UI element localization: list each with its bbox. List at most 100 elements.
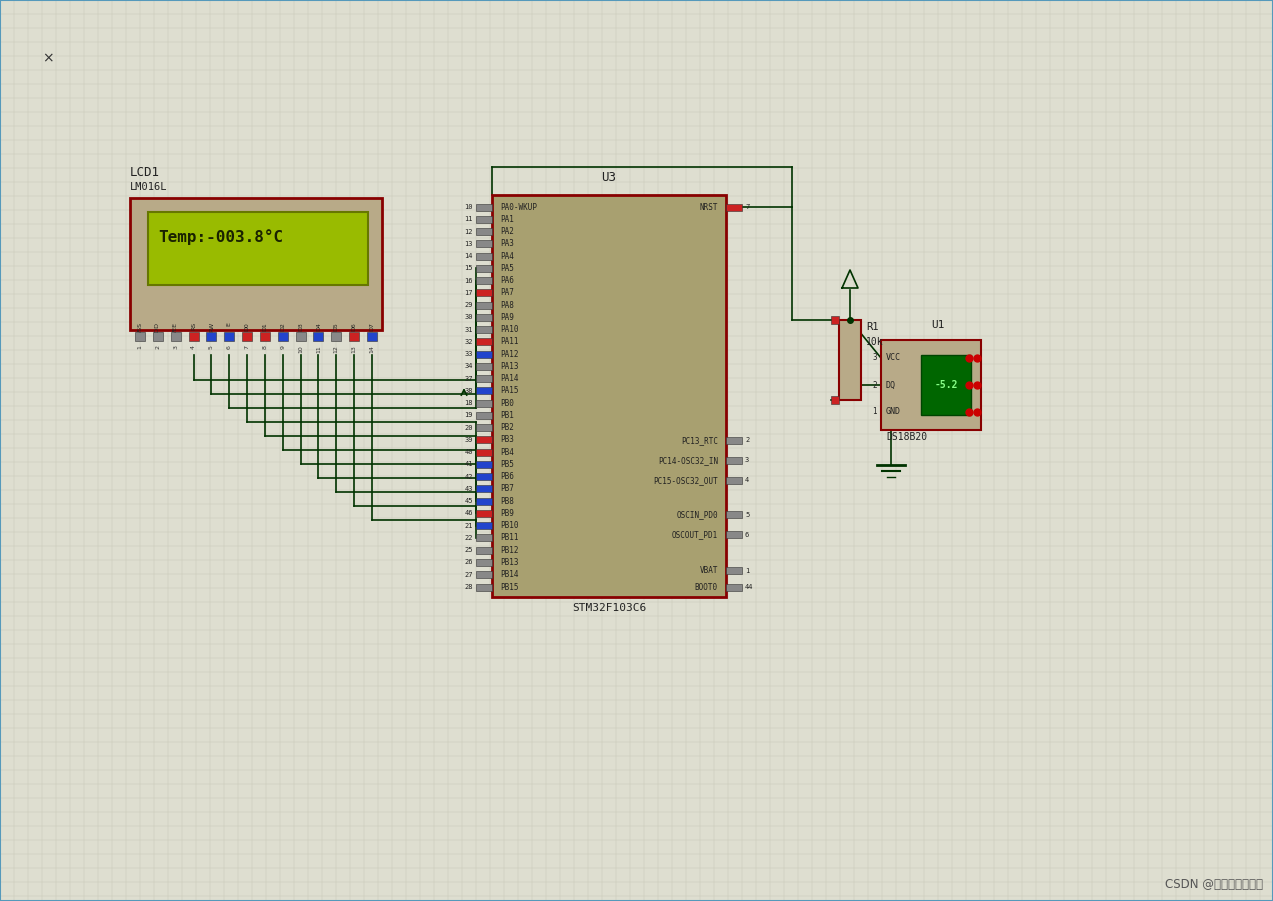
Bar [476,424,491,432]
Text: 7: 7 [745,204,750,210]
Bar [920,355,971,415]
Text: LM016L: LM016L [130,182,168,192]
Text: 41: 41 [465,461,474,468]
Text: 38: 38 [465,387,474,394]
Bar [153,332,163,341]
Text: PA3: PA3 [500,240,514,249]
Text: 14: 14 [465,253,474,259]
Bar [839,320,861,400]
Text: PB4: PB4 [500,448,514,457]
Text: 12: 12 [465,229,474,234]
Text: 3: 3 [872,353,877,362]
Text: Temp:-003.8°C: Temp:-003.8°C [158,230,283,245]
Text: PB5: PB5 [500,460,514,469]
Text: 3: 3 [173,345,178,349]
Bar [476,473,491,480]
Text: RW: RW [209,322,214,332]
Text: PA7: PA7 [500,288,514,297]
Text: VCC: VCC [886,353,901,362]
Text: VSS: VSS [137,322,143,334]
Text: 33: 33 [465,351,474,357]
Text: 40: 40 [465,450,474,455]
Text: CSDN @单片机技能设计: CSDN @单片机技能设计 [1165,878,1263,891]
Text: PA9: PA9 [500,313,514,322]
Text: PA0-WKUP: PA0-WKUP [500,203,537,212]
Text: PB9: PB9 [500,509,514,518]
Bar [476,584,491,590]
Text: PB8: PB8 [500,496,514,505]
Text: 27: 27 [465,572,474,578]
Bar [476,204,491,211]
Bar [476,497,491,505]
Text: D0: D0 [244,322,250,331]
Text: PA2: PA2 [500,227,514,236]
Text: GND: GND [886,407,901,416]
Bar [726,511,742,518]
Bar [726,532,742,538]
Text: DS18B20: DS18B20 [886,432,927,442]
Text: 26: 26 [465,560,474,566]
Text: D2: D2 [280,322,285,331]
Bar [295,332,306,341]
Text: 2: 2 [872,380,877,389]
Text: PA14: PA14 [500,374,518,383]
Text: PB15: PB15 [500,583,518,591]
Text: PB2: PB2 [500,423,514,432]
Bar [726,584,742,590]
Bar [476,339,491,345]
Bar [476,375,491,382]
Bar [831,316,839,324]
Text: 11: 11 [465,216,474,223]
Text: NRST: NRST [699,203,718,212]
Text: 45: 45 [465,498,474,505]
Bar [242,332,252,341]
Bar [476,387,491,395]
Text: PB14: PB14 [500,570,518,579]
Text: VBAT: VBAT [699,567,718,576]
Text: D1: D1 [262,322,267,331]
Text: 18: 18 [465,400,474,406]
Text: 44: 44 [745,584,754,590]
Text: D6: D6 [351,322,356,331]
Text: D4: D4 [316,322,321,331]
Text: 2: 2 [155,345,160,349]
Text: 39: 39 [465,437,474,443]
Bar [476,571,491,578]
Text: U1: U1 [931,320,945,330]
Text: 31: 31 [465,326,474,332]
Bar [476,289,491,296]
Text: 25: 25 [465,547,474,553]
Bar [476,265,491,272]
Bar [476,326,491,333]
Bar [476,302,491,308]
Bar [476,400,491,406]
Text: BOOT0: BOOT0 [695,583,718,591]
Bar [171,332,181,341]
Text: PB7: PB7 [500,485,514,494]
Bar [476,412,491,419]
Text: PA8: PA8 [500,301,514,310]
Text: OSCOUT_PD1: OSCOUT_PD1 [672,530,718,539]
Text: PB13: PB13 [500,558,518,567]
Text: 4: 4 [191,345,196,349]
Text: E: E [227,322,232,326]
Text: PC15-OSC32_OUT: PC15-OSC32_OUT [653,476,718,485]
Bar [881,340,981,430]
Text: DQ: DQ [886,380,896,389]
Text: 4: 4 [745,478,750,484]
Text: RS: RS [191,322,196,330]
Text: 5: 5 [209,345,214,349]
Text: PA12: PA12 [500,350,518,359]
Text: 5: 5 [745,512,750,517]
Bar [476,252,491,259]
Text: 13: 13 [351,345,356,353]
Text: VDD: VDD [155,322,160,336]
Text: 9: 9 [280,345,285,349]
Text: 8: 8 [262,345,267,349]
Text: PA6: PA6 [500,276,514,285]
Text: 6: 6 [745,532,750,538]
Text: 29: 29 [465,302,474,308]
Text: -5.2: -5.2 [934,380,957,390]
Text: 17: 17 [465,290,474,296]
Text: PA11: PA11 [500,337,518,346]
